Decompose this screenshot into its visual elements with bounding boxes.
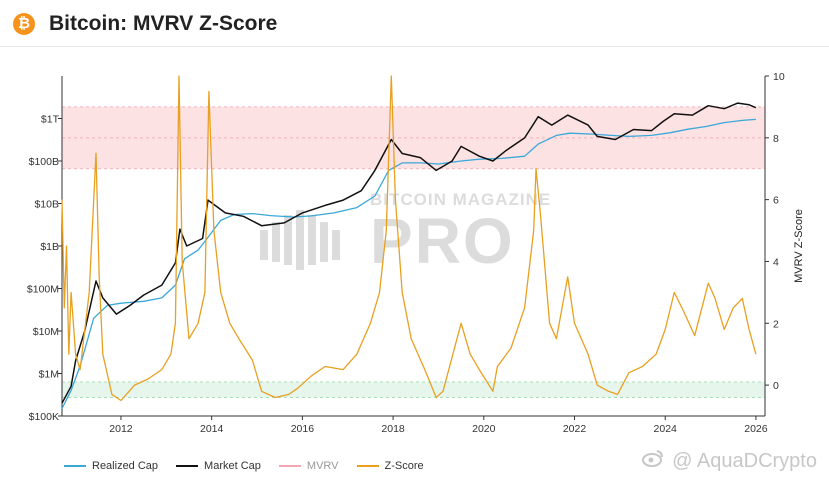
y-right-tick-label: 8 (773, 133, 779, 145)
x-tick-label: 2012 (109, 423, 133, 435)
zone-band-0 (62, 106, 765, 169)
series-line-realized-cap (61, 118, 756, 409)
legend-label: Market Cap (204, 460, 261, 472)
y-left-tick-label: $10B (34, 199, 59, 211)
watermark-pro: PRO (370, 205, 515, 277)
legend-item-market-cap[interactable]: Market Cap (176, 460, 261, 472)
series-line-z-score (61, 75, 757, 402)
center-watermark: BITCOIN MAGAZINE PRO (260, 190, 580, 280)
y-right-tick-label: 0 (773, 380, 779, 392)
legend-label: Z-Score (384, 460, 424, 472)
legend-label: MVRV (306, 460, 339, 472)
x-tick-label: 2026 (744, 423, 768, 435)
series-line-market-cap (61, 102, 757, 404)
y-left-tick-label: $100M (27, 284, 59, 296)
y-left-tick-label: $1B (40, 241, 59, 253)
header: ₿ Bitcoin: MVRV Z-Score (0, 0, 829, 47)
legend-item-mvrv[interactable]: MVRV (278, 460, 339, 472)
watermark-bars-icon (260, 210, 340, 270)
y-left-tick-label: $1M (39, 369, 59, 381)
y-right-tick-label: 6 (773, 195, 779, 207)
legend-swatch (64, 465, 86, 467)
legend-item-realized-cap[interactable]: Realized Cap (64, 460, 158, 472)
x-tick-label: 2016 (291, 423, 315, 435)
y-left-tick-label: $1T (41, 114, 60, 126)
x-tick-label: 2020 (472, 423, 496, 435)
y-left-tick-label: $100B (29, 156, 59, 168)
legend-label: Realized Cap (92, 460, 159, 472)
x-tick-label: 2018 (381, 423, 405, 435)
legend-item-z-score[interactable]: Z-Score (356, 460, 424, 472)
legend: Realized Cap Market Cap MVRV Z-Score (64, 458, 442, 474)
legend-swatch (278, 465, 301, 467)
y-right-tick-label: 4 (773, 256, 779, 268)
bottom-watermark-text: @ AquaDCrypto (672, 449, 817, 472)
legend-swatch (176, 465, 199, 467)
y-left-tick-label: $100K (29, 411, 59, 423)
x-tick-label: 2014 (200, 423, 224, 435)
weibo-icon (642, 449, 664, 473)
page-title: Bitcoin: MVRV Z-Score (49, 12, 278, 35)
y-right-axis-label: MVRV Z-Score (793, 209, 805, 283)
y-left-tick-label: $10M (33, 326, 59, 338)
y-right-tick-label: 2 (773, 318, 779, 330)
watermark-brand: BITCOIN MAGAZINE (370, 190, 552, 209)
legend-swatch (356, 465, 379, 467)
chart: $100K $1M $10M $100M $1B $10B $100B $1T 0 2 4 6 8 10 M… (27, 71, 805, 435)
x-tick-label: 2024 (654, 423, 678, 435)
bottom-watermark: @ AquaDCrypto (642, 449, 817, 473)
y-right-tick-label: 10 (773, 71, 785, 83)
x-tick-label: 2022 (563, 423, 587, 435)
zone-band-1 (62, 382, 765, 398)
bitcoin-icon: ₿ (13, 13, 35, 35)
